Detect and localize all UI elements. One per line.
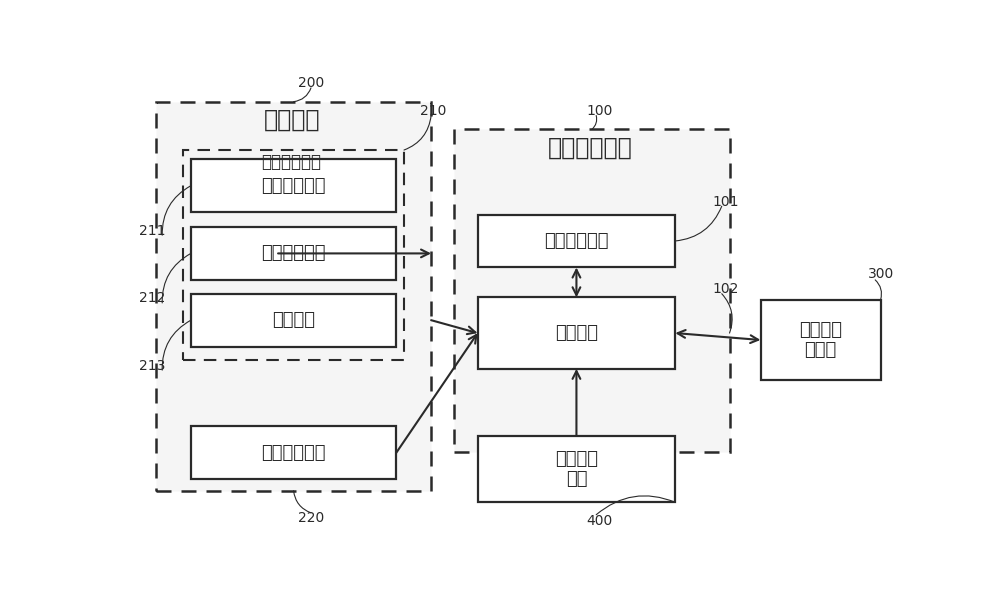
Bar bbox=[156, 102, 431, 491]
Bar bbox=[761, 300, 881, 380]
Text: 101: 101 bbox=[712, 194, 739, 209]
Bar bbox=[478, 435, 675, 502]
Text: 210: 210 bbox=[420, 104, 447, 118]
Bar bbox=[454, 129, 730, 451]
Bar bbox=[183, 150, 404, 359]
Bar bbox=[478, 215, 675, 267]
Text: 音量检测装置: 音量检测装置 bbox=[261, 177, 326, 195]
Text: 中央处理模块: 中央处理模块 bbox=[548, 136, 632, 160]
Text: 212: 212 bbox=[139, 291, 165, 306]
Text: 220: 220 bbox=[298, 511, 324, 526]
Text: 显示和输
入模块: 显示和输 入模块 bbox=[799, 321, 842, 359]
Text: 300: 300 bbox=[868, 267, 894, 282]
Text: 102: 102 bbox=[712, 282, 739, 296]
Bar bbox=[191, 159, 396, 212]
Text: 计算处理模块: 计算处理模块 bbox=[544, 232, 609, 250]
Text: 其他输入
模块: 其他输入 模块 bbox=[555, 450, 598, 489]
Text: 检测模块: 检测模块 bbox=[263, 108, 320, 132]
Text: 213: 213 bbox=[139, 359, 165, 373]
Text: 声音获取装置: 声音获取装置 bbox=[261, 245, 326, 263]
Text: 100: 100 bbox=[586, 104, 612, 118]
Bar bbox=[191, 426, 396, 479]
Bar bbox=[191, 227, 396, 280]
Text: 接口模块: 接口模块 bbox=[555, 324, 598, 342]
Text: 红外检测装置: 红外检测装置 bbox=[261, 444, 326, 462]
Bar bbox=[478, 297, 675, 369]
Text: 环境检测模块: 环境检测模块 bbox=[262, 152, 322, 170]
Text: 211: 211 bbox=[139, 224, 165, 237]
Bar bbox=[191, 294, 396, 347]
Text: 摄像装置: 摄像装置 bbox=[272, 311, 315, 329]
Text: 400: 400 bbox=[586, 514, 612, 527]
Text: 200: 200 bbox=[298, 77, 324, 90]
